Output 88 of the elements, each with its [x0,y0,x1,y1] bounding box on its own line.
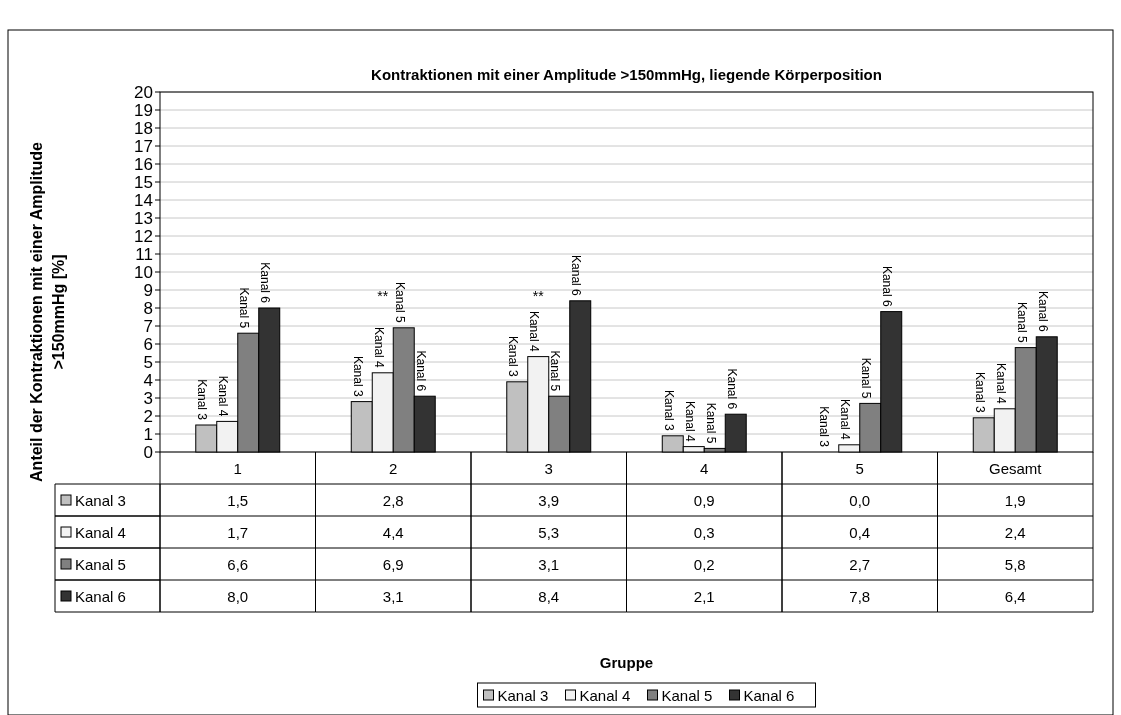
text: Kanal 5 [703,402,718,444]
data-label: 0,4 [849,523,871,541]
text: Kanal 3 [506,336,521,377]
y-tick-label: 6 [143,334,153,354]
text: Kanal 4 [838,399,853,440]
y-tick-label: 7 [143,316,153,336]
y-tick-label: 8 [143,298,153,318]
text: Kanal 3 [972,372,987,413]
data-label: 6,4 [1004,587,1026,605]
text: Kanal 6 [724,368,739,410]
text: Kanal 4 [682,400,697,442]
text: Kanal 5 [548,350,563,392]
data-label: 0,3 [693,523,715,541]
y-tick-label: 20 [134,82,153,102]
data-label: 5,3 [538,523,560,541]
data-label: 1,5 [227,491,249,509]
y-tick-label: 16 [134,154,153,174]
legend-label: Kanal 3 [75,491,126,509]
data-label: 1,7 [227,523,249,541]
text: Kanal 3 [195,379,210,420]
text: Kanal 6 [1035,291,1050,332]
chart-title: Kontraktionen mit einer Amplitude >150mmHg, liegende Körperposition [371,66,882,83]
text: Kanal 5 [392,282,407,323]
text: Kanal 6 [880,265,895,307]
x-tick-label: 5 [855,459,864,477]
data-label: 2,4 [1004,523,1026,541]
x-tick-label: 3 [544,459,553,477]
y-tick-label: 3 [143,388,153,408]
text: Kanal 4 [993,363,1008,404]
data-label: 3,1 [382,587,404,605]
x-tick-label: 2 [389,459,398,477]
y-tick-label: 5 [143,352,153,372]
text: Kanal 4 [216,375,231,417]
x-tick-label: 1 [233,459,242,477]
y-tick-label: 19 [134,100,153,120]
text: Kanal 5 [859,357,874,399]
x-tick-label: 4 [700,459,709,477]
data-label: 6,6 [227,555,249,573]
annotation: ** [377,288,389,304]
data-label: 4,4 [382,523,404,541]
y-tick-label: 13 [134,208,153,228]
y-tick-label: 14 [134,190,153,210]
text: Kanal 5 [237,287,252,329]
data-label: 2,8 [382,491,404,509]
legend-label: Kanal 4 [75,523,126,541]
y-axis-title: Anteil der Kontraktionen mit einer Amplitude >150mmHg [%] [28,141,67,482]
data-label: 8,0 [227,587,249,605]
text: Gruppe [599,654,654,671]
text: Kanal 3 [817,406,832,447]
y-tick-label: 18 [134,118,153,138]
y-tick-label: 4 [143,370,153,390]
text: Kanal 3 [350,355,365,397]
y-tick-label: 17 [134,136,153,156]
text: Kanal 3 [497,686,549,704]
text: Kanal 5 [661,686,713,704]
text: Kanal 6 [569,255,584,296]
text: Kanal 6 [743,686,795,704]
y-tick-label: 11 [135,244,153,264]
y-tick-label: 0 [143,442,153,462]
y-tick-label: 9 [143,280,153,300]
text: Kanal 4 [579,686,631,704]
data-label: 3,1 [538,555,560,573]
data-label: 1,9 [1004,491,1026,509]
x-tick-label: Gesamt [988,459,1043,477]
data-label: 3,9 [538,491,560,509]
y-tick-label: 2 [143,406,153,426]
data-label: 0,0 [849,491,871,509]
data-label: 2,7 [849,555,871,573]
text: Kanal 4 [527,310,542,352]
data-label: 2,1 [693,587,715,605]
text: Kanal 4 [371,327,386,368]
text: Kanal 6 [258,262,273,303]
text: Kanal 6 [413,350,428,392]
y-tick-label: 10 [134,262,153,282]
y-tick-label: 15 [134,172,153,192]
data-label: 8,4 [538,587,560,605]
data-label: 0,9 [693,491,715,509]
legend-label: Kanal 6 [75,587,126,605]
data-label: 0,2 [693,555,715,573]
annotation: ** [532,288,545,304]
y-tick-label: 1 [143,424,153,444]
text: Kanal 3 [661,390,676,431]
data-label: 7,8 [849,587,871,605]
data-label: 5,8 [1004,555,1026,573]
y-tick-label: 12 [134,226,153,246]
data-label: 6,9 [382,555,404,573]
text: Kanal 5 [1014,301,1029,343]
legend-label: Kanal 5 [75,555,126,573]
